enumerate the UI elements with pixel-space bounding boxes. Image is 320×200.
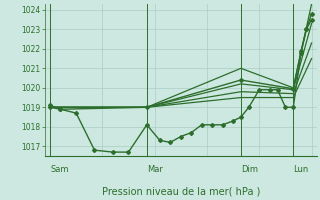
Text: Mar: Mar — [147, 165, 163, 174]
Text: Pression niveau de la mer( hPa ): Pression niveau de la mer( hPa ) — [102, 186, 260, 196]
Text: Sam: Sam — [50, 165, 68, 174]
Text: Dim: Dim — [241, 165, 258, 174]
Text: Lun: Lun — [293, 165, 308, 174]
